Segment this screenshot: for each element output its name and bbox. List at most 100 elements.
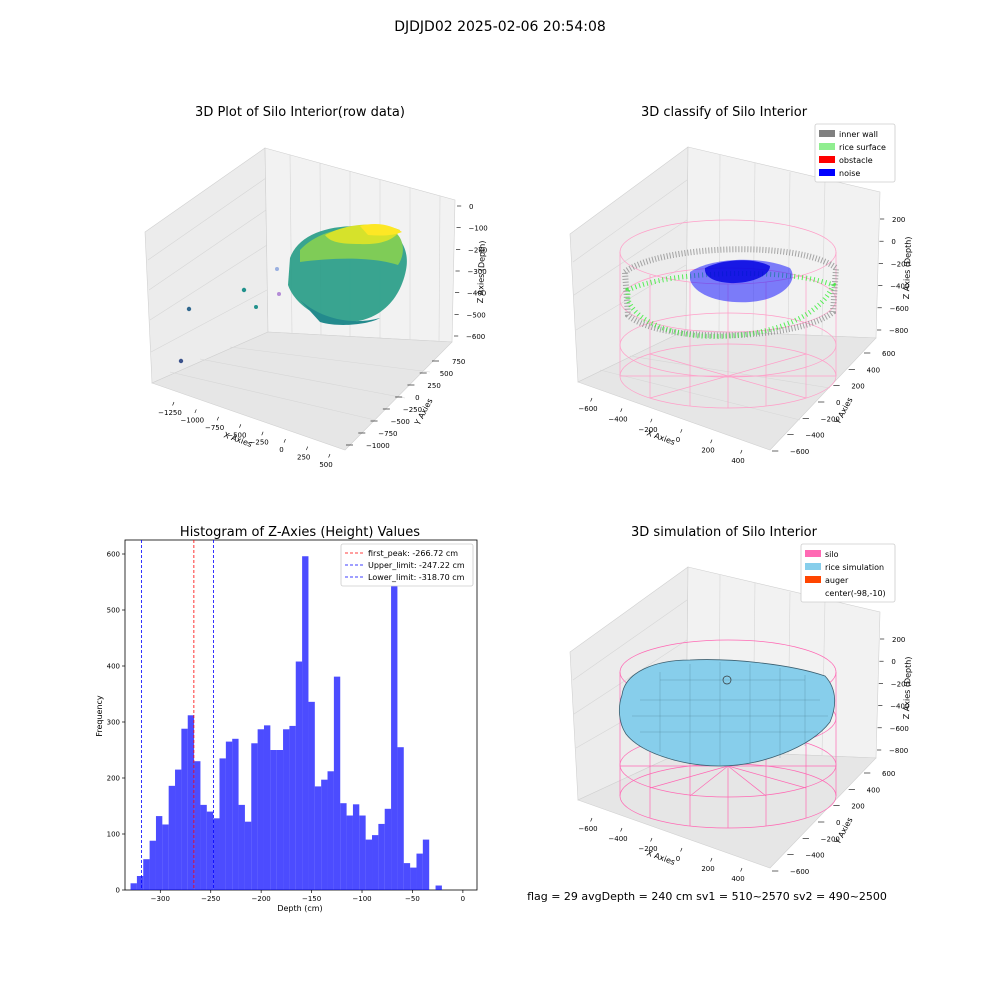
plot4-ytick: −600 <box>790 868 809 876</box>
histogram-ytick: 300 <box>107 719 120 727</box>
plot1-title: 3D Plot of Silo Interior(row data) <box>195 105 405 120</box>
plot2-ztick: 0 <box>891 238 895 246</box>
plot1-point <box>241 287 247 293</box>
plot2-ztick: −400 <box>890 283 909 291</box>
plot1-xtick: −500 <box>227 431 246 439</box>
histogram-bar <box>321 779 328 890</box>
plot4-ztick: −200 <box>891 680 910 688</box>
plot1-xtick: 500 <box>319 461 332 469</box>
plot1-ytick: −250 <box>403 406 422 414</box>
histogram-bar <box>327 771 334 890</box>
plot2-ytick: −600 <box>790 448 809 456</box>
histogram-bar <box>162 824 169 890</box>
plot2-ytick: 600 <box>882 350 895 358</box>
plot4-xtick: 400 <box>731 875 744 883</box>
plot2-ztick: 200 <box>892 216 905 224</box>
plot4-legend: silo rice simulation auger center(-98,-10) <box>800 543 896 603</box>
histogram-ytick: 400 <box>107 663 120 671</box>
histogram-bar <box>308 701 315 890</box>
histogram-bar <box>200 804 207 890</box>
histogram-yticks: 0 100 200 300 400 500 600 <box>107 551 125 895</box>
plot1-ztick: −600 <box>466 333 485 341</box>
histogram-bar <box>410 867 417 890</box>
histogram-bar <box>251 743 258 890</box>
histogram-bar <box>295 661 303 890</box>
legend-swatch <box>819 169 835 176</box>
plot1-ytick: −500 <box>391 418 410 426</box>
histogram-bar <box>181 728 188 890</box>
plot2-grid <box>572 154 831 421</box>
legend-box <box>800 543 896 603</box>
histogram-bar <box>136 876 144 890</box>
plot2-ytick: 400 <box>867 366 880 374</box>
histogram-bar <box>391 582 398 890</box>
histogram-ytick: 600 <box>107 551 120 559</box>
legend-swatch <box>819 143 835 150</box>
histogram-xtick: −50 <box>405 895 420 903</box>
plot2-points <box>621 246 840 340</box>
plot4-ztick: −400 <box>890 703 909 711</box>
plot1-xtick: −1250 <box>158 409 182 417</box>
plot1-zlabel: Z Axies (Depth) <box>476 240 487 303</box>
histogram-bar <box>155 816 163 890</box>
histogram-legend: first_peak: -266.72 cm Upper_limit: -247.… <box>340 543 474 587</box>
legend-swatch <box>819 156 835 163</box>
histogram-xtick: −300 <box>151 895 170 903</box>
histogram-bar <box>283 729 290 890</box>
plot4-ztick: 0 <box>891 658 895 666</box>
plot2-xtick: −200 <box>638 426 657 434</box>
histogram-bar <box>168 785 176 890</box>
plot1-zticks: 0 −100 −200 −300 −400 −500 −600 <box>454 203 488 341</box>
legend-swatch <box>805 576 821 583</box>
histogram-bar <box>314 786 322 890</box>
histogram-ytick: 200 <box>107 775 120 783</box>
legend-label: rice surface <box>839 143 886 152</box>
histogram-bar <box>302 556 309 890</box>
histogram-chart: Histogram of Z-Axies (Height) Values −30… <box>95 525 478 913</box>
plot2-xtick: 200 <box>701 447 714 455</box>
plot2-zticks: 200 0 −200 −400 −600 −800 <box>877 216 910 335</box>
plot1-xtick: 250 <box>297 454 310 462</box>
histogram-vlines <box>141 540 214 890</box>
histogram-bar <box>263 725 271 890</box>
plot4-xtick: 200 <box>701 865 714 873</box>
figure-suptitle: DJDJD02 2025-02-06 20:54:08 <box>394 19 606 35</box>
histogram-bar <box>276 750 284 890</box>
plot2-silo-wireframe <box>619 219 837 409</box>
plot1-xtick: −750 <box>205 424 224 432</box>
histogram-bar <box>403 863 411 890</box>
plot1-ztick: −300 <box>468 268 487 276</box>
histogram-bar <box>219 758 226 890</box>
histogram-bar <box>194 761 201 890</box>
plot4-xticks: −600 −400 −200 0 200 400 <box>578 817 745 883</box>
histogram-ytick: 0 <box>116 887 120 895</box>
plot2-title: 3D classify of Silo Interior <box>641 105 808 120</box>
plot4-ytick: 0 <box>836 819 840 827</box>
plot2-zlabel: Z Axies (Depth) <box>902 236 913 299</box>
plot1-xticks: −1250−1000−750−500 −250 0 250 500 <box>158 401 333 469</box>
plot4-xtick: −600 <box>578 825 597 833</box>
plot1-scatter <box>178 224 407 364</box>
histogram-bar <box>397 747 404 890</box>
legend-label: Upper_limit: -247.22 cm <box>368 561 465 570</box>
plot1-ytick: −1000 <box>366 442 390 450</box>
plot2-ytick: −200 <box>821 415 840 423</box>
plot-classify-3d: 3D classify of Silo Interior X Axies <box>569 105 913 465</box>
plot1-ytick: 750 <box>452 358 465 366</box>
histogram-xtick: −100 <box>352 895 371 903</box>
plot4-ztick: −600 <box>890 725 909 733</box>
histogram-bar <box>238 804 245 890</box>
plot1-xtick: −250 <box>250 439 269 447</box>
plot4-rice-surface <box>618 659 836 767</box>
plot2-xtick: 0 <box>676 436 680 444</box>
plot2-xtick: −400 <box>608 415 627 423</box>
legend-box <box>814 123 896 183</box>
plot1-point <box>277 292 281 296</box>
plot2-xticks: −600 −400 −200 0 200 400 <box>578 397 745 465</box>
histogram-bar <box>340 803 347 890</box>
histogram-bar <box>244 821 252 890</box>
legend-label: noise <box>839 169 860 178</box>
plot1-ztick: 0 <box>469 203 473 211</box>
